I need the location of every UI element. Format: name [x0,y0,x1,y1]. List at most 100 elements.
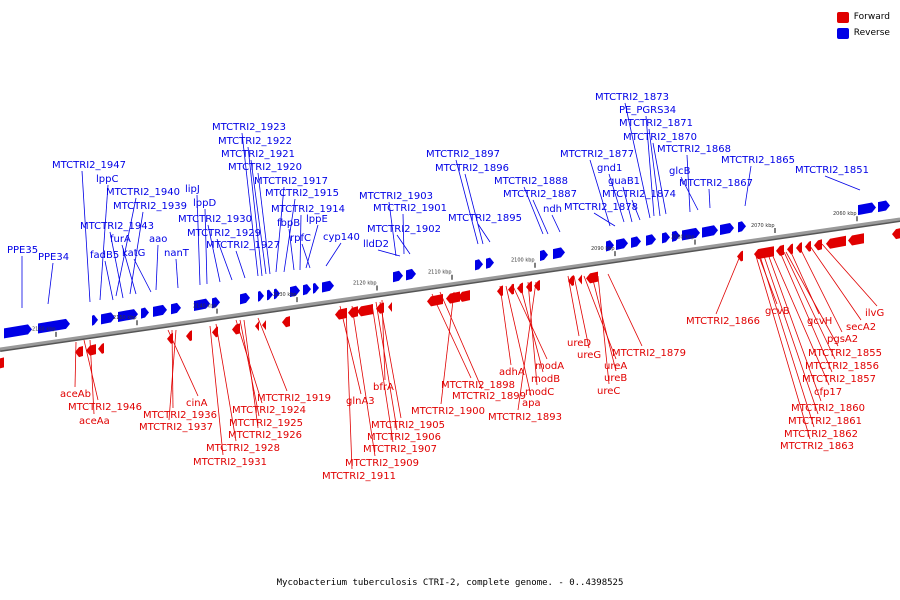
forward-gene-label[interactable]: MTCTRI2_1924 [232,405,306,416]
reverse-gene-label[interactable]: MTCTRI2_1867 [679,178,753,189]
reverse-gene-label[interactable]: MTCTRI2_1915 [265,188,339,199]
forward-gene-label[interactable]: MTCTRI2_1906 [367,432,441,443]
forward-gene-label[interactable]: bfrA [373,382,394,393]
forward-gene-label[interactable]: modC [525,387,554,398]
forward-gene-label[interactable]: MTCTRI2_1855 [808,348,882,359]
forward-gene-label[interactable]: gcvB [765,306,790,317]
forward-gene-label[interactable]: MTCTRI2_1928 [206,443,280,454]
reverse-gene-label[interactable]: MTCTRI2_1887 [503,189,577,200]
reverse-gene-label[interactable]: MTCTRI2_1868 [657,144,731,155]
reverse-gene-label[interactable]: MTCTRI2_1873 [595,92,669,103]
forward-gene-label[interactable]: MTCTRI2_1898 [441,380,515,391]
forward-gene-label[interactable]: aceAa [79,416,110,427]
forward-gene-label[interactable]: MTCTRI2_1866 [686,316,760,327]
reverse-gene-label[interactable]: fbpB [277,218,300,229]
reverse-gene-label[interactable]: MTCTRI2_1922 [218,136,292,147]
forward-gene-label[interactable]: modB [531,374,560,385]
forward-gene-label[interactable]: MTCTRI2_1936 [143,410,217,421]
forward-gene-label[interactable]: MTCTRI2_1893 [488,412,562,423]
reverse-gene-label[interactable]: MTCTRI2_1940 [106,187,180,198]
reverse-gene-label[interactable]: MTCTRI2_1927 [206,240,280,251]
forward-gene-label[interactable]: secA2 [846,322,876,333]
reverse-gene-label[interactable]: MTCTRI2_1865 [721,155,795,166]
reverse-gene-label[interactable]: lldD2 [363,239,389,250]
reverse-gene-label[interactable]: MTCTRI2_1877 [560,149,634,160]
reverse-gene-label[interactable]: katG [122,248,145,259]
forward-gene-label[interactable]: ureD [567,338,591,349]
reverse-gene-label[interactable]: MTCTRI2_1939 [113,201,187,212]
reverse-gene-label[interactable]: aao [149,234,167,245]
forward-gene-label[interactable]: ureC [597,386,620,397]
reverse-gene-label[interactable]: nanT [164,248,190,259]
forward-gene-label[interactable]: MTCTRI2_1937 [139,422,213,433]
forward-gene-label[interactable]: ilvG [865,308,884,319]
reverse-gene-label[interactable]: lppC [96,174,118,185]
reverse-gene-label[interactable]: lppD [193,198,216,209]
reverse-gene-label[interactable]: cyp140 [323,232,360,243]
forward-gene-label[interactable]: MTCTRI2_1919 [257,393,331,404]
reverse-gene-label[interactable]: MTCTRI2_1870 [623,132,697,143]
reverse-gene-label[interactable]: PE_PGRS34 [619,105,676,116]
reverse-gene-label[interactable]: MTCTRI2_1902 [367,224,441,235]
reverse-gene-label[interactable]: PPE35 [7,245,38,256]
forward-gene-label[interactable]: pgsA2 [827,334,858,345]
forward-gene-label[interactable]: MTCTRI2_1925 [229,418,303,429]
reverse-gene-label[interactable]: lipJ [185,184,200,195]
reverse-gene-label[interactable]: MTCTRI2_1878 [564,202,638,213]
forward-gene-label[interactable]: MTCTRI2_1860 [791,403,865,414]
reverse-gene-label[interactable]: MTCTRI2_1923 [212,122,286,133]
reverse-gene-label[interactable]: furA [110,234,131,245]
reverse-gene-label[interactable]: glcB [669,166,691,177]
reverse-gene-label[interactable]: MTCTRI2_1943 [80,221,154,232]
reverse-gene-label[interactable]: rpfC [290,233,311,244]
forward-gene-label[interactable]: gcvH [807,316,832,327]
forward-gene-label[interactable]: adhA [499,367,525,378]
forward-gene-label[interactable]: MTCTRI2_1900 [411,406,485,417]
forward-gene-label[interactable]: MTCTRI2_1856 [805,361,879,372]
forward-gene-label[interactable]: aceAb [60,389,91,400]
forward-gene-label[interactable]: cfp17 [814,387,842,398]
reverse-gene-label[interactable]: lppE [306,214,328,225]
reverse-gene-label[interactable]: MTCTRI2_1917 [254,176,328,187]
forward-gene-label[interactable]: MTCTRI2_1911 [322,471,396,482]
forward-gene-label[interactable]: MTCTRI2_1862 [784,429,858,440]
forward-gene-label[interactable]: MTCTRI2_1907 [363,444,437,455]
reverse-gene-label[interactable]: MTCTRI2_1921 [221,149,295,160]
forward-gene-label[interactable]: apa [522,398,541,409]
reverse-gene-label[interactable]: MTCTRI2_1914 [271,204,345,215]
forward-gene-label[interactable]: MTCTRI2_1899 [452,391,526,402]
forward-gene-label[interactable]: modA [535,361,564,372]
forward-gene-label[interactable]: glnA3 [346,396,375,407]
forward-gene-label[interactable]: MTCTRI2_1863 [780,441,854,452]
reverse-gene-label[interactable]: MTCTRI2_1896 [435,163,509,174]
reverse-gene-label[interactable]: MTCTRI2_1871 [619,118,693,129]
forward-gene-label[interactable]: ureA [604,361,627,372]
forward-gene-label[interactable]: MTCTRI2_1909 [345,458,419,469]
forward-gene-label[interactable]: MTCTRI2_1905 [371,420,445,431]
reverse-gene-label[interactable]: guaB1 [608,176,640,187]
reverse-gene-label[interactable]: MTCTRI2_1947 [52,160,126,171]
reverse-gene-label[interactable]: ndh [543,204,562,215]
reverse-gene-label[interactable]: MTCTRI2_1920 [228,162,302,173]
reverse-gene-label[interactable]: MTCTRI2_1874 [602,189,676,200]
reverse-gene-label[interactable]: PPE34 [38,252,69,263]
reverse-gene-label[interactable]: MTCTRI2_1888 [494,176,568,187]
reverse-gene-label[interactable]: MTCTRI2_1929 [187,228,261,239]
forward-gene-label[interactable]: ureG [577,350,601,361]
forward-gene-label[interactable]: MTCTRI2_1926 [228,430,302,441]
reverse-gene-label[interactable]: MTCTRI2_1930 [178,214,252,225]
reverse-gene-label[interactable]: MTCTRI2_1897 [426,149,500,160]
forward-gene-label[interactable]: MTCTRI2_1879 [612,348,686,359]
reverse-gene-label[interactable]: gnd1 [597,163,622,174]
reverse-gene-label[interactable]: MTCTRI2_1903 [359,191,433,202]
reverse-gene-label[interactable]: MTCTRI2_1895 [448,213,522,224]
forward-gene-label[interactable]: cinA [186,398,208,409]
reverse-gene-label[interactable]: fadB5 [90,250,119,261]
forward-gene-label[interactable]: ureB [604,373,627,384]
reverse-gene-label[interactable]: MTCTRI2_1851 [795,165,869,176]
forward-gene-label[interactable]: MTCTRI2_1861 [788,416,862,427]
reverse-gene-label[interactable]: MTCTRI2_1901 [373,203,447,214]
forward-gene-label[interactable]: MTCTRI2_1931 [193,457,267,468]
forward-gene-label[interactable]: MTCTRI2_1946 [68,402,142,413]
